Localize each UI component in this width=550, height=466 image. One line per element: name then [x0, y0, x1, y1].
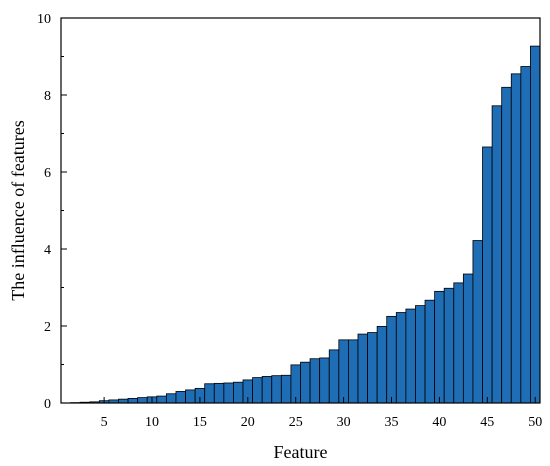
y-tick-label: 8	[44, 89, 51, 104]
bar-feature-43	[462, 273, 474, 404]
bar-feature-30	[338, 339, 349, 404]
bar-feature-31	[347, 339, 359, 404]
y-axis-title: The influence of features	[8, 120, 28, 300]
bars-group	[70, 45, 541, 404]
bar-feature-37	[405, 308, 416, 404]
bar-feature-26	[300, 361, 311, 404]
bar-feature-11	[156, 395, 167, 404]
bar-feature-23	[271, 375, 282, 404]
bar-feature-18	[223, 382, 234, 404]
bar-feature-49	[520, 66, 531, 404]
x-axis: 5 10 15 20 25 30 35 40 45 50	[101, 397, 542, 430]
bar-feature-38	[415, 305, 426, 404]
bar-feature-9	[137, 397, 148, 404]
bar-feature-19	[233, 381, 244, 404]
bar-feature-12	[165, 393, 177, 404]
bar-feature-29	[328, 349, 340, 404]
bar-feature-34	[376, 325, 388, 404]
x-axis-title: Feature	[274, 442, 328, 462]
y-tick-label: 6	[44, 166, 51, 181]
y-tick-label: 0	[44, 397, 51, 412]
bar-feature-27	[309, 358, 321, 404]
bar-feature-22	[261, 376, 273, 404]
bar-feature-28	[319, 357, 330, 404]
bar-feature-33	[367, 332, 378, 404]
bar-feature-32	[357, 333, 368, 404]
bar-feature-13	[175, 391, 186, 404]
y-axis: 0 2 4 6 8 10	[37, 12, 67, 412]
x-tick-label: 30	[337, 415, 351, 430]
plot-frame	[60, 17, 541, 404]
x-tick-label: 45	[480, 415, 494, 430]
x-tick-label: 15	[193, 415, 207, 430]
bar-feature-39	[424, 299, 436, 404]
bar-feature-14	[185, 389, 196, 404]
x-tick-label: 25	[289, 415, 303, 430]
bar-feature-16	[204, 383, 215, 404]
bar-feature-24	[280, 374, 292, 404]
x-tick-label: 5	[101, 415, 108, 430]
bar-feature-40	[434, 290, 445, 404]
bar-feature-35	[386, 315, 397, 404]
bar-feature-36	[395, 312, 407, 404]
bar-feature-41	[443, 287, 455, 404]
bar-feature-21	[252, 377, 263, 404]
x-tick-label: 35	[385, 415, 399, 430]
y-tick-label: 4	[44, 243, 51, 258]
bar-feature-46	[491, 105, 503, 404]
bar-feature-17	[213, 382, 225, 404]
bar-feature-8	[127, 397, 139, 404]
y-tick-label: 2	[44, 320, 51, 335]
bar-feature-50	[530, 45, 541, 404]
x-tick-label: 10	[145, 415, 159, 430]
bar-feature-42	[453, 282, 464, 404]
bar-feature-47	[501, 86, 512, 404]
bar-feature-44	[472, 240, 483, 404]
bar-feature-45	[482, 146, 493, 404]
x-tick-label: 50	[528, 415, 542, 430]
y-tick-label: 10	[37, 12, 51, 27]
x-tick-label: 40	[432, 415, 446, 430]
bar-feature-48	[510, 73, 522, 404]
x-tick-label: 20	[241, 415, 255, 430]
